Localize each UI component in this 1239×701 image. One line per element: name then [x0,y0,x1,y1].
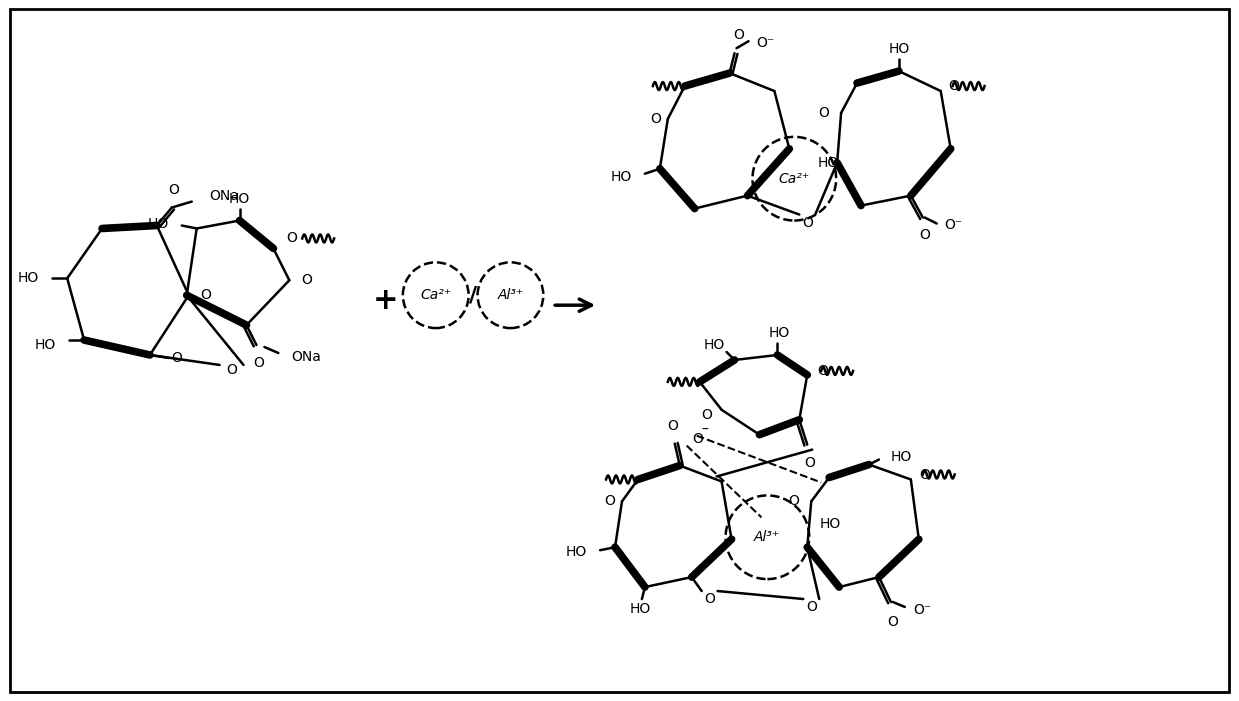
Text: O: O [701,408,711,422]
Text: O: O [171,351,182,365]
Text: HO: HO [147,217,169,231]
Text: HO: HO [35,338,56,352]
Text: O: O [805,600,817,614]
Text: O: O [693,432,704,446]
Text: O: O [650,112,662,126]
Text: O⁻: O⁻ [913,603,930,617]
Text: HO: HO [629,602,650,616]
Text: O: O [919,468,929,482]
Text: O: O [201,288,212,302]
Text: –: – [701,423,709,437]
Text: HO: HO [19,271,40,285]
Text: HO: HO [818,156,839,170]
Text: O: O [788,494,799,508]
Text: ONa: ONa [209,189,239,203]
Text: HO: HO [566,545,587,559]
Text: O: O [704,592,715,606]
Text: O⁻: O⁻ [757,36,774,50]
Text: Ca²⁺: Ca²⁺ [420,288,451,302]
Text: Al³⁺: Al³⁺ [497,288,524,302]
Text: O⁻: O⁻ [944,219,963,233]
Text: O: O [818,364,828,378]
Text: ONa: ONa [291,350,321,364]
Text: O: O [169,183,180,197]
Text: O: O [802,215,813,229]
Text: HO: HO [229,191,250,205]
Text: O: O [225,363,237,377]
Text: +: + [373,286,399,315]
Text: O: O [919,229,930,243]
Text: O: O [804,456,815,470]
Text: O: O [887,615,898,629]
Text: O: O [605,494,616,508]
Text: /: / [468,285,477,305]
Text: O: O [949,79,959,93]
Text: O: O [253,356,264,370]
Text: O: O [733,28,743,42]
Text: O: O [668,418,678,433]
Text: HO: HO [891,449,912,463]
Text: O: O [818,106,829,120]
Text: HO: HO [611,170,632,184]
Text: Al³⁺: Al³⁺ [755,530,781,544]
Text: HO: HO [819,517,840,531]
Text: HO: HO [704,338,725,352]
Text: HO: HO [768,326,790,340]
Text: O: O [301,273,312,287]
Text: HO: HO [888,42,909,56]
Text: Ca²⁺: Ca²⁺ [778,172,810,186]
Text: O: O [286,231,297,245]
